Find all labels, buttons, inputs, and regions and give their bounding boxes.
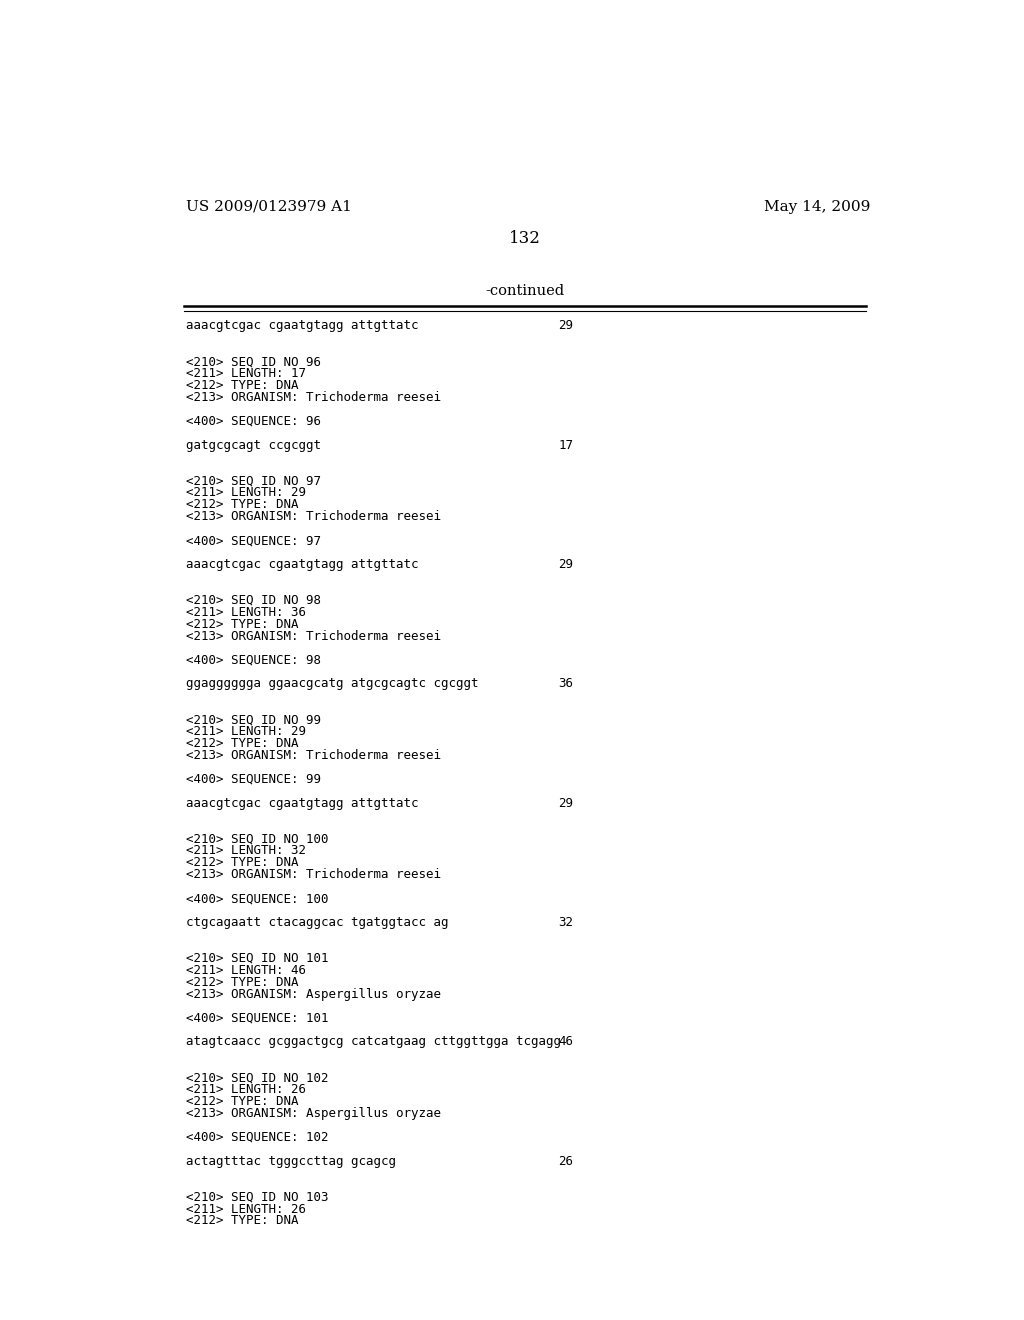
Text: atagtcaacc gcggactgcg catcatgaag cttggttgga tcgagg: atagtcaacc gcggactgcg catcatgaag cttggtt… bbox=[186, 1035, 561, 1048]
Text: <212> TYPE: DNA: <212> TYPE: DNA bbox=[186, 379, 299, 392]
Text: <212> TYPE: DNA: <212> TYPE: DNA bbox=[186, 1214, 299, 1228]
Text: <213> ORGANISM: Trichoderma reesei: <213> ORGANISM: Trichoderma reesei bbox=[186, 511, 441, 523]
Text: <400> SEQUENCE: 96: <400> SEQUENCE: 96 bbox=[186, 414, 322, 428]
Text: <400> SEQUENCE: 101: <400> SEQUENCE: 101 bbox=[186, 1011, 329, 1024]
Text: actagtttac tgggccttag gcagcg: actagtttac tgggccttag gcagcg bbox=[186, 1155, 396, 1168]
Text: <211> LENGTH: 26: <211> LENGTH: 26 bbox=[186, 1203, 306, 1216]
Text: <211> LENGTH: 26: <211> LENGTH: 26 bbox=[186, 1084, 306, 1096]
Text: aaacgtcgac cgaatgtagg attgttatc: aaacgtcgac cgaatgtagg attgttatc bbox=[186, 319, 419, 333]
Text: <211> LENGTH: 32: <211> LENGTH: 32 bbox=[186, 845, 306, 858]
Text: <211> LENGTH: 46: <211> LENGTH: 46 bbox=[186, 964, 306, 977]
Text: <212> TYPE: DNA: <212> TYPE: DNA bbox=[186, 857, 299, 870]
Text: <400> SEQUENCE: 98: <400> SEQUENCE: 98 bbox=[186, 653, 322, 667]
Text: <210> SEQ ID NO 102: <210> SEQ ID NO 102 bbox=[186, 1072, 329, 1084]
Text: <210> SEQ ID NO 97: <210> SEQ ID NO 97 bbox=[186, 474, 322, 487]
Text: <210> SEQ ID NO 99: <210> SEQ ID NO 99 bbox=[186, 713, 322, 726]
Text: <212> TYPE: DNA: <212> TYPE: DNA bbox=[186, 499, 299, 511]
Text: <213> ORGANISM: Aspergillus oryzae: <213> ORGANISM: Aspergillus oryzae bbox=[186, 987, 441, 1001]
Text: 29: 29 bbox=[558, 797, 573, 809]
Text: <213> ORGANISM: Trichoderma reesei: <213> ORGANISM: Trichoderma reesei bbox=[186, 869, 441, 882]
Text: <210> SEQ ID NO 98: <210> SEQ ID NO 98 bbox=[186, 594, 322, 607]
Text: ctgcagaatt ctacaggcac tgatggtacc ag: ctgcagaatt ctacaggcac tgatggtacc ag bbox=[186, 916, 449, 929]
Text: aaacgtcgac cgaatgtagg attgttatc: aaacgtcgac cgaatgtagg attgttatc bbox=[186, 797, 419, 809]
Text: 36: 36 bbox=[558, 677, 573, 690]
Text: <400> SEQUENCE: 99: <400> SEQUENCE: 99 bbox=[186, 774, 322, 785]
Text: <211> LENGTH: 17: <211> LENGTH: 17 bbox=[186, 367, 306, 380]
Text: <212> TYPE: DNA: <212> TYPE: DNA bbox=[186, 975, 299, 989]
Text: US 2009/0123979 A1: US 2009/0123979 A1 bbox=[186, 199, 352, 214]
Text: -continued: -continued bbox=[485, 285, 564, 298]
Text: ggagggggga ggaacgcatg atgcgcagtc cgcggt: ggagggggga ggaacgcatg atgcgcagtc cgcggt bbox=[186, 677, 478, 690]
Text: <213> ORGANISM: Trichoderma reesei: <213> ORGANISM: Trichoderma reesei bbox=[186, 391, 441, 404]
Text: <210> SEQ ID NO 96: <210> SEQ ID NO 96 bbox=[186, 355, 322, 368]
Text: <210> SEQ ID NO 103: <210> SEQ ID NO 103 bbox=[186, 1191, 329, 1204]
Text: <212> TYPE: DNA: <212> TYPE: DNA bbox=[186, 737, 299, 750]
Text: <211> LENGTH: 36: <211> LENGTH: 36 bbox=[186, 606, 306, 619]
Text: <400> SEQUENCE: 97: <400> SEQUENCE: 97 bbox=[186, 535, 322, 548]
Text: 32: 32 bbox=[558, 916, 573, 929]
Text: 29: 29 bbox=[558, 558, 573, 572]
Text: <210> SEQ ID NO 100: <210> SEQ ID NO 100 bbox=[186, 833, 329, 846]
Text: 46: 46 bbox=[558, 1035, 573, 1048]
Text: 17: 17 bbox=[558, 438, 573, 451]
Text: aaacgtcgac cgaatgtagg attgttatc: aaacgtcgac cgaatgtagg attgttatc bbox=[186, 558, 419, 572]
Text: <400> SEQUENCE: 100: <400> SEQUENCE: 100 bbox=[186, 892, 329, 906]
Text: <211> LENGTH: 29: <211> LENGTH: 29 bbox=[186, 725, 306, 738]
Text: <212> TYPE: DNA: <212> TYPE: DNA bbox=[186, 1096, 299, 1107]
Text: <212> TYPE: DNA: <212> TYPE: DNA bbox=[186, 618, 299, 631]
Text: <213> ORGANISM: Trichoderma reesei: <213> ORGANISM: Trichoderma reesei bbox=[186, 748, 441, 762]
Text: 132: 132 bbox=[509, 230, 541, 247]
Text: gatgcgcagt ccgcggt: gatgcgcagt ccgcggt bbox=[186, 438, 322, 451]
Text: <211> LENGTH: 29: <211> LENGTH: 29 bbox=[186, 487, 306, 499]
Text: <210> SEQ ID NO 101: <210> SEQ ID NO 101 bbox=[186, 952, 329, 965]
Text: <400> SEQUENCE: 102: <400> SEQUENCE: 102 bbox=[186, 1131, 329, 1144]
Text: <213> ORGANISM: Trichoderma reesei: <213> ORGANISM: Trichoderma reesei bbox=[186, 630, 441, 643]
Text: 26: 26 bbox=[558, 1155, 573, 1168]
Text: <213> ORGANISM: Aspergillus oryzae: <213> ORGANISM: Aspergillus oryzae bbox=[186, 1107, 441, 1121]
Text: 29: 29 bbox=[558, 319, 573, 333]
Text: May 14, 2009: May 14, 2009 bbox=[764, 199, 869, 214]
